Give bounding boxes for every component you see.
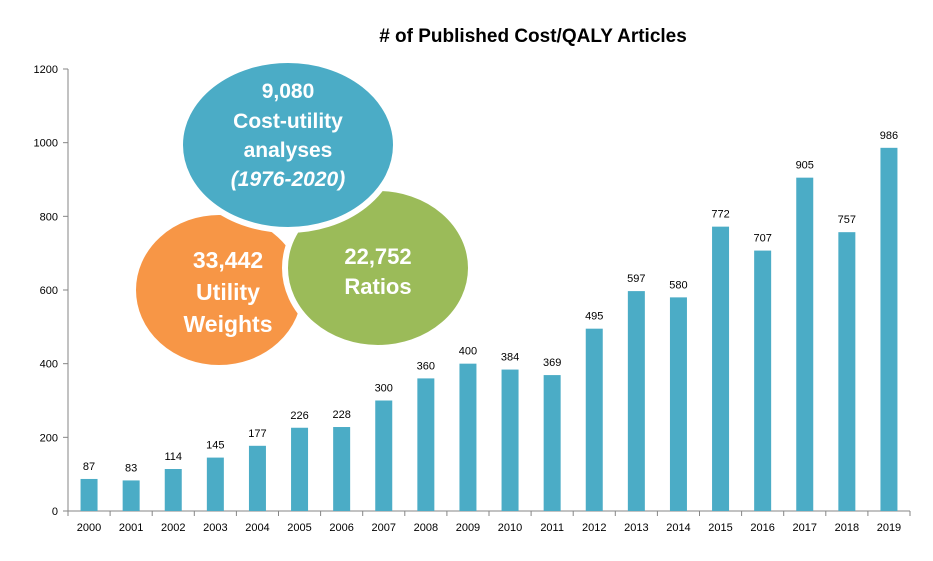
bubble-cua-text: Cost-utility	[233, 110, 343, 133]
bubble-ratios-text: Ratios	[344, 274, 411, 299]
bar-2016	[754, 250, 772, 512]
y-tick-label: 1200	[34, 64, 58, 76]
bar-2007	[375, 400, 393, 511]
x-tick-label: 2010	[498, 522, 522, 534]
bar-2005	[291, 427, 309, 511]
y-tick-label: 600	[40, 285, 58, 297]
data-label-2013: 597	[627, 273, 645, 285]
bars: 87 2000 83 2001 114 2002 145 2003 177 2004 226 2005…	[77, 130, 901, 534]
y-tick-label: 1000	[34, 138, 58, 150]
bar-2015	[712, 226, 730, 511]
bubble-ratios-text: 22,752	[344, 244, 411, 269]
bar-2000	[80, 478, 98, 511]
y-tick-label: 0	[52, 506, 58, 518]
x-tick-label: 2019	[877, 522, 901, 534]
data-label-2009: 400	[459, 346, 477, 358]
data-label-2002: 114	[164, 451, 182, 463]
data-label-2018: 757	[838, 214, 856, 226]
bar-2009	[459, 363, 477, 511]
y-tick-label: 200	[40, 432, 58, 444]
data-label-2011: 369	[543, 357, 561, 369]
data-label-2000: 87	[83, 461, 95, 473]
bar-2001	[122, 480, 140, 511]
x-tick-label: 2005	[287, 522, 311, 534]
x-tick-label: 2017	[793, 522, 817, 534]
data-label-2005: 226	[290, 410, 308, 422]
data-label-2015: 772	[711, 209, 729, 221]
bar-2003	[206, 457, 224, 511]
bar-2012	[585, 328, 603, 511]
x-tick-label: 2004	[245, 522, 269, 534]
bubble-uw-text: Weights	[183, 311, 272, 337]
bar-2004	[248, 445, 266, 511]
x-tick-label: 2001	[119, 522, 143, 534]
x-tick-label: 2013	[624, 522, 648, 534]
bar-2018	[838, 232, 856, 511]
x-tick-label: 2002	[161, 522, 185, 534]
bubble-cua-text: 9,080	[262, 80, 315, 103]
data-label-2001: 83	[125, 462, 137, 474]
bubble-cua-subtext: (1976-2020)	[231, 168, 345, 191]
bar-2014	[669, 297, 687, 511]
bar-2019	[880, 147, 898, 511]
data-label-2012: 495	[585, 311, 603, 323]
bar-2006	[333, 427, 351, 511]
venn-annotation: 33,442 Utility Weights 22,752 Ratios 9,080 Cos…	[130, 57, 474, 371]
bubble-uw-text: 33,442	[193, 247, 263, 273]
x-tick-label: 2007	[372, 522, 396, 534]
bar-2010	[501, 369, 519, 511]
data-label-2019: 986	[880, 130, 898, 142]
bar-2011	[543, 375, 561, 511]
data-label-2010: 384	[501, 352, 519, 364]
x-tick-label: 2014	[666, 522, 690, 534]
bar-2013	[627, 291, 645, 511]
data-label-2008: 360	[417, 360, 435, 372]
y-tick-label: 400	[40, 359, 58, 371]
x-tick-label: 2000	[77, 522, 101, 534]
bar-2008	[417, 378, 435, 511]
x-tick-label: 2008	[414, 522, 438, 534]
data-label-2016: 707	[753, 233, 771, 245]
bar-2017	[796, 177, 814, 512]
x-tick-label: 2003	[203, 522, 227, 534]
bubble-cua-text: analyses	[244, 139, 333, 162]
data-label-2003: 145	[206, 440, 224, 452]
data-label-2014: 580	[669, 279, 687, 291]
data-label-2017: 905	[796, 160, 814, 172]
x-tick-label: 2006	[329, 522, 353, 534]
chart-title: # of Published Cost/QALY Articles	[379, 26, 687, 47]
data-label-2007: 300	[375, 383, 393, 395]
data-label-2004: 177	[248, 428, 266, 440]
y-tick-label: 800	[40, 211, 58, 223]
data-label-2006: 228	[332, 409, 350, 421]
bubble-cua	[177, 57, 399, 233]
bar-2002	[164, 469, 182, 511]
x-tick-label: 2011	[540, 522, 564, 534]
x-tick-label: 2018	[835, 522, 859, 534]
x-tick-label: 2016	[750, 522, 774, 534]
x-tick-label: 2015	[708, 522, 732, 534]
x-tick-label: 2009	[456, 522, 480, 534]
x-tick-label: 2012	[582, 522, 606, 534]
bubble-uw-text: Utility	[196, 279, 260, 305]
